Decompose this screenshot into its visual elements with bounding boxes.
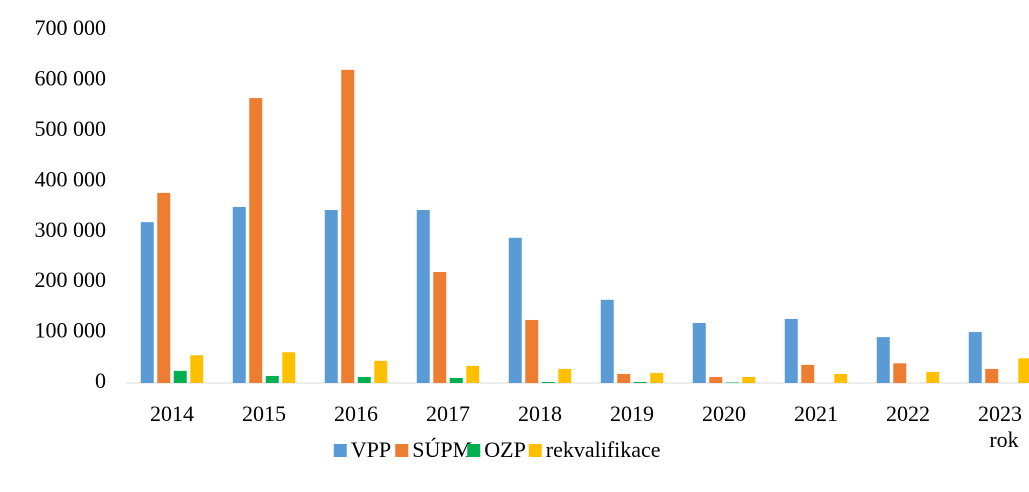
x-tick-label: 2017 — [426, 401, 470, 426]
bar — [893, 363, 907, 383]
bar — [541, 381, 555, 383]
legend-label: VPP — [351, 437, 391, 462]
x-tick-label: 2022 — [886, 401, 930, 426]
bar — [416, 210, 430, 383]
bar — [617, 373, 631, 383]
x-tick-label: 2020 — [702, 401, 746, 426]
legend-swatch — [333, 444, 347, 457]
bar — [324, 210, 338, 383]
bar — [600, 299, 614, 383]
bar — [801, 364, 815, 383]
legend-swatch — [395, 444, 409, 457]
bar — [232, 207, 246, 383]
bar — [157, 192, 171, 383]
bar — [926, 371, 940, 383]
legend-label: OZP — [484, 437, 526, 462]
bar — [525, 319, 539, 383]
bar — [173, 370, 187, 383]
bar — [742, 376, 756, 383]
x-tick-label: 2014 — [150, 401, 194, 426]
y-tick-label: 400 000 — [35, 166, 107, 191]
legend-label: rekvalifikace — [546, 437, 661, 462]
bar — [282, 352, 296, 383]
y-tick-label: 200 000 — [35, 267, 107, 292]
legend-swatch — [528, 444, 542, 457]
bar — [834, 373, 848, 383]
bar — [1018, 358, 1029, 383]
bar — [190, 355, 204, 383]
legend-label: SÚPM — [412, 437, 472, 462]
y-tick-label: 500 000 — [35, 116, 107, 141]
y-tick-label: 100 000 — [35, 318, 107, 343]
bar — [508, 237, 522, 383]
legend-swatch — [467, 444, 481, 457]
bar — [433, 272, 447, 383]
bar — [784, 318, 798, 383]
bar — [374, 360, 388, 383]
x-tick-label: 2016 — [334, 401, 378, 426]
bar — [341, 69, 355, 384]
x-tick-label: 2023 — [978, 401, 1022, 426]
bar — [709, 376, 723, 383]
y-tick-label: 600 000 — [35, 65, 107, 90]
bar — [876, 337, 890, 383]
y-tick-label: 700 000 — [35, 15, 107, 40]
bar — [558, 368, 572, 383]
bar — [692, 322, 706, 383]
bar — [725, 382, 739, 383]
x-tick-label: 2015 — [242, 401, 286, 426]
bar — [265, 375, 279, 383]
y-tick-label: 300 000 — [35, 217, 107, 242]
x-tick-label: 2018 — [518, 401, 562, 426]
bar — [357, 376, 371, 383]
bar — [140, 222, 154, 383]
x-tick-label: 2019 — [610, 401, 654, 426]
bar — [650, 372, 664, 383]
x-tick-label: 2021 — [794, 401, 838, 426]
bar — [466, 365, 480, 383]
bar — [968, 332, 982, 383]
bar — [249, 98, 263, 383]
y-tick-label: 0 — [95, 368, 106, 393]
bar — [449, 377, 463, 383]
bar — [633, 381, 647, 383]
bar — [985, 368, 999, 383]
x-axis-label: rok — [989, 427, 1018, 452]
